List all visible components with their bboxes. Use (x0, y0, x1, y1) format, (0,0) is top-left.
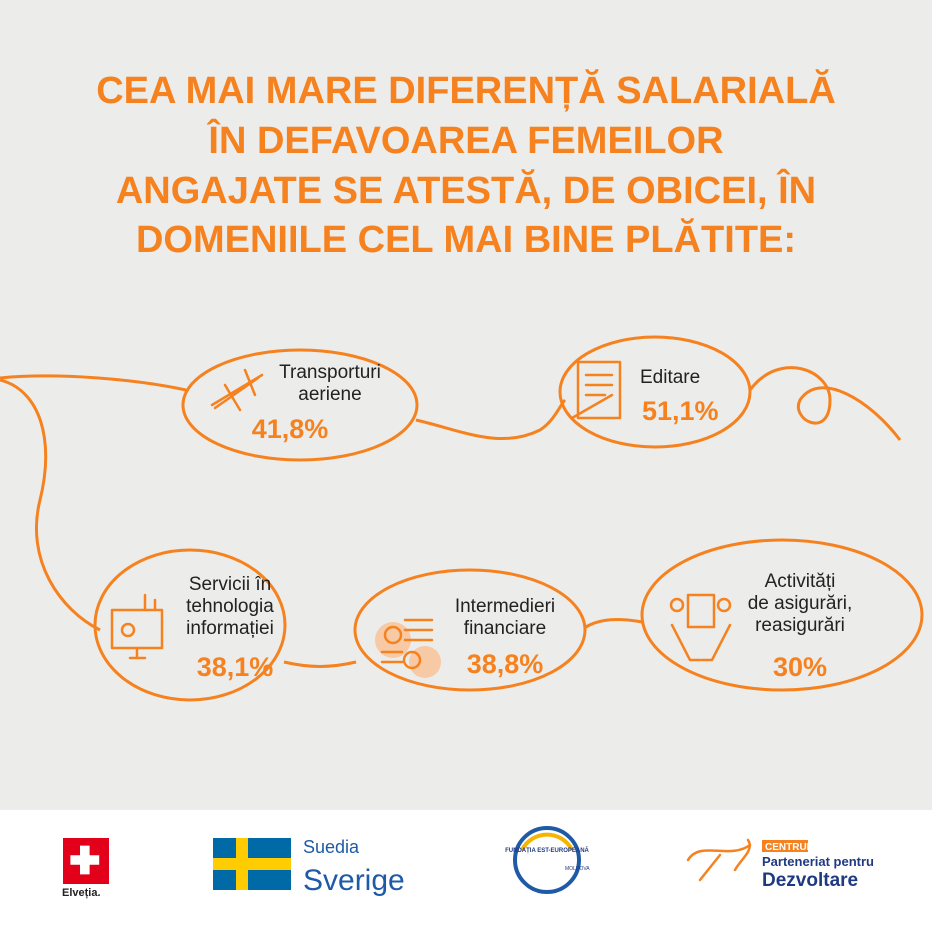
partnership-badge (762, 840, 808, 852)
partnership-label: Parteneriat pentru (762, 854, 874, 869)
icon-insurance (669, 593, 732, 662)
item-label: financiare (464, 618, 546, 639)
icon-coins (375, 618, 441, 678)
foundation-label: MOLDOVA (565, 866, 590, 872)
item-label: informației (186, 618, 274, 639)
item-label: aeriene (298, 384, 361, 405)
item-label: Activități (765, 571, 836, 592)
item-label: Editare (640, 367, 700, 388)
partnership-label: Dezvoltare (762, 870, 858, 891)
title-line: DOMENIILE CEL MAI BINE PLĂTITE: (136, 217, 796, 261)
item-label: reasigurări (755, 615, 845, 636)
title-line: CEA MAI MARE DIFERENȚĂ SALARIALĂ (96, 68, 836, 112)
icon-computer (110, 593, 164, 660)
footer-band (0, 810, 932, 931)
item-label: tehnologia (186, 596, 274, 617)
oval (181, 348, 419, 462)
oval (640, 538, 924, 692)
item-value: 41,8% (252, 414, 329, 444)
oval (558, 335, 752, 449)
item-label: de asigurări, (748, 593, 853, 614)
item-value: 38,1% (197, 652, 274, 682)
partnership-label: CENTRUL (765, 842, 813, 853)
title: CEA MAI MARE DIFERENȚĂ SALARIALĂ ÎN DEFAV… (96, 68, 836, 261)
item-value: 30% (773, 652, 827, 682)
item-value: 38,8% (467, 649, 544, 679)
item-label: Intermedieri (455, 596, 555, 617)
swiss-label: Elveția. (62, 887, 101, 899)
icon-plane (210, 368, 264, 412)
foundation-label: FUNDAȚIA EST-EUROPEANĂ (505, 847, 589, 854)
connector-line (0, 366, 902, 668)
item-value: 51,1% (642, 396, 719, 426)
sweden-label: Suedia (303, 837, 360, 857)
logo-partnership-mark (686, 838, 752, 882)
oval (93, 548, 287, 702)
sweden-label: Sverige (303, 864, 405, 897)
title-line: ÎN DEFAVOAREA FEMEILOR (206, 118, 723, 162)
logo-switzerland (63, 838, 109, 884)
icon-document (570, 360, 622, 420)
title-line: ANGAJATE SE ATESTĂ, DE OBICEI, ÎN (116, 168, 816, 212)
item-label: Servicii în (189, 574, 271, 595)
logo-sweden-flag (213, 838, 291, 890)
logo-foundation (513, 826, 581, 894)
item-label: Transporturi (279, 362, 381, 383)
oval (353, 568, 587, 692)
background (0, 0, 932, 810)
